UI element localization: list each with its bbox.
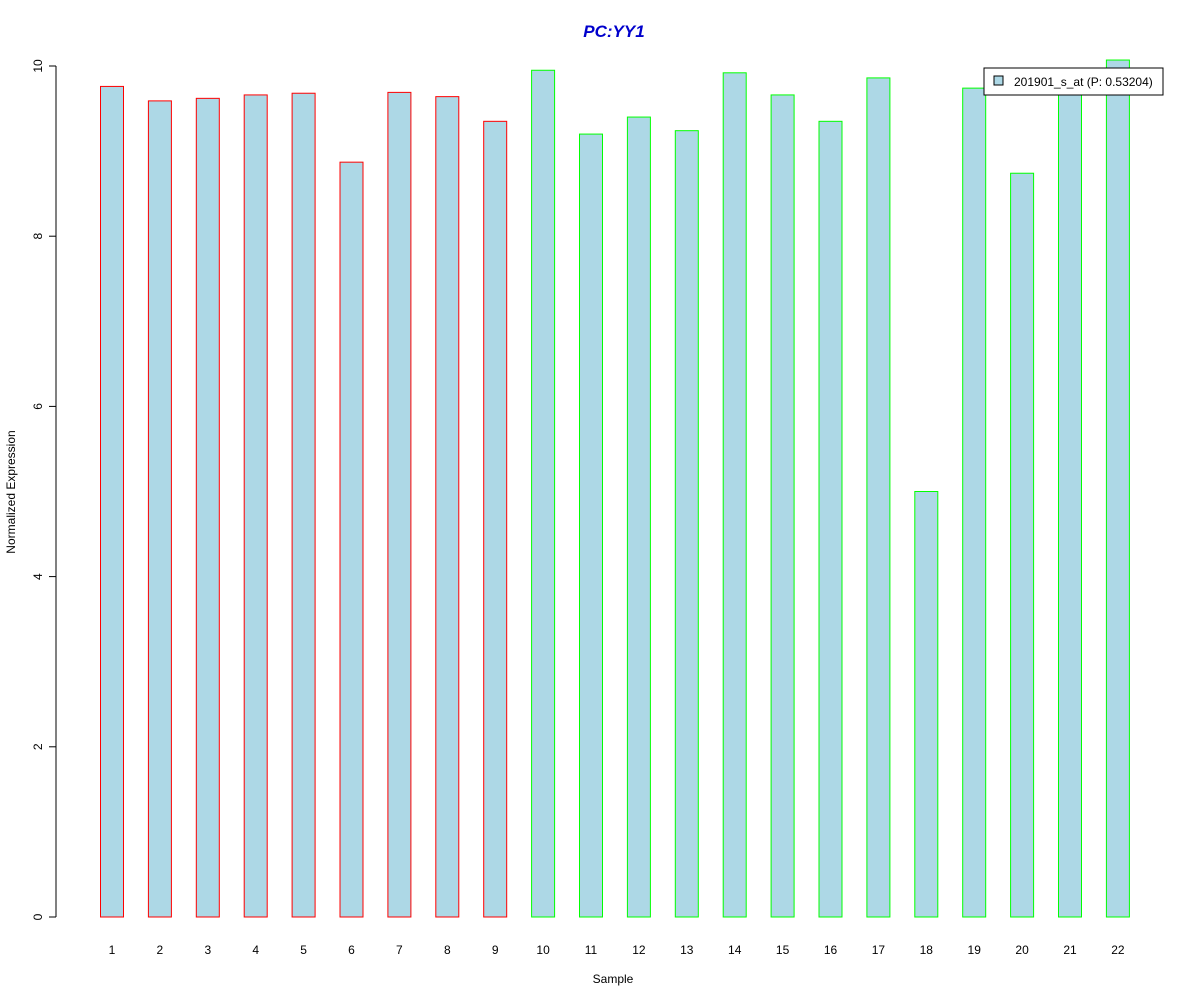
x-tick-label: 10	[536, 943, 550, 957]
bar-series	[100, 59, 1130, 918]
y-tick-label: 2	[31, 743, 45, 750]
bar	[339, 161, 364, 918]
bar	[147, 100, 172, 918]
bar	[722, 72, 747, 918]
bar	[914, 491, 939, 918]
bar	[435, 96, 460, 918]
x-tick-label: 20	[1015, 943, 1029, 957]
bar	[100, 85, 124, 918]
y-axis: 0 2 4 6 8 10	[31, 59, 57, 920]
bar	[1058, 85, 1082, 918]
x-tick-label: 5	[300, 943, 307, 957]
x-axis: 1 2 3 4 5 6 7 8 9 10 11 12 13 14 15 16 17 18 19 20 21 22	[109, 943, 1125, 957]
x-tick-label: 3	[204, 943, 211, 957]
bar	[1010, 172, 1035, 918]
bar	[1105, 59, 1130, 918]
bar	[579, 133, 603, 918]
x-tick-label: 6	[348, 943, 355, 957]
y-tick-label: 10	[31, 59, 45, 73]
x-tick-label: 18	[920, 943, 934, 957]
x-tick-label: 12	[632, 943, 646, 957]
bar	[770, 94, 795, 918]
bar	[626, 116, 651, 918]
x-tick-label: 4	[252, 943, 259, 957]
x-tick-label: 7	[396, 943, 403, 957]
y-tick-label: 4	[31, 573, 45, 580]
bar	[674, 130, 699, 918]
x-tick-label: 22	[1111, 943, 1125, 957]
y-tick-label: 8	[31, 233, 45, 240]
bar	[387, 91, 412, 918]
y-axis-label: Normalized Expression	[4, 430, 18, 553]
chart-title: PC:YY1	[583, 22, 644, 41]
bar	[531, 69, 556, 918]
legend-swatch	[993, 75, 1004, 86]
x-tick-label: 2	[157, 943, 164, 957]
x-tick-label: 8	[444, 943, 451, 957]
bar	[962, 87, 987, 918]
legend-entry-label: 201901_s_at (P: 0.53204)	[1014, 75, 1153, 89]
bar	[483, 120, 508, 918]
y-tick-label: 6	[31, 403, 45, 410]
x-tick-label: 11	[585, 943, 598, 957]
x-axis-label: Sample	[593, 972, 634, 986]
x-tick-label: 15	[776, 943, 790, 957]
x-tick-label: 21	[1063, 943, 1077, 957]
bar	[818, 120, 843, 918]
x-tick-label: 16	[824, 943, 838, 957]
y-tick-label: 0	[31, 913, 45, 920]
x-tick-label: 19	[968, 943, 982, 957]
legend: 201901_s_at (P: 0.53204)	[983, 67, 1164, 96]
x-tick-label: 14	[728, 943, 742, 957]
x-tick-label: 13	[680, 943, 694, 957]
bar	[866, 77, 891, 918]
legend-box	[983, 67, 1164, 96]
x-tick-label: 1	[109, 943, 116, 957]
bar	[291, 92, 316, 918]
bar	[243, 94, 268, 918]
x-tick-label: 9	[492, 943, 499, 957]
bar	[195, 97, 220, 918]
x-tick-label: 17	[872, 943, 886, 957]
